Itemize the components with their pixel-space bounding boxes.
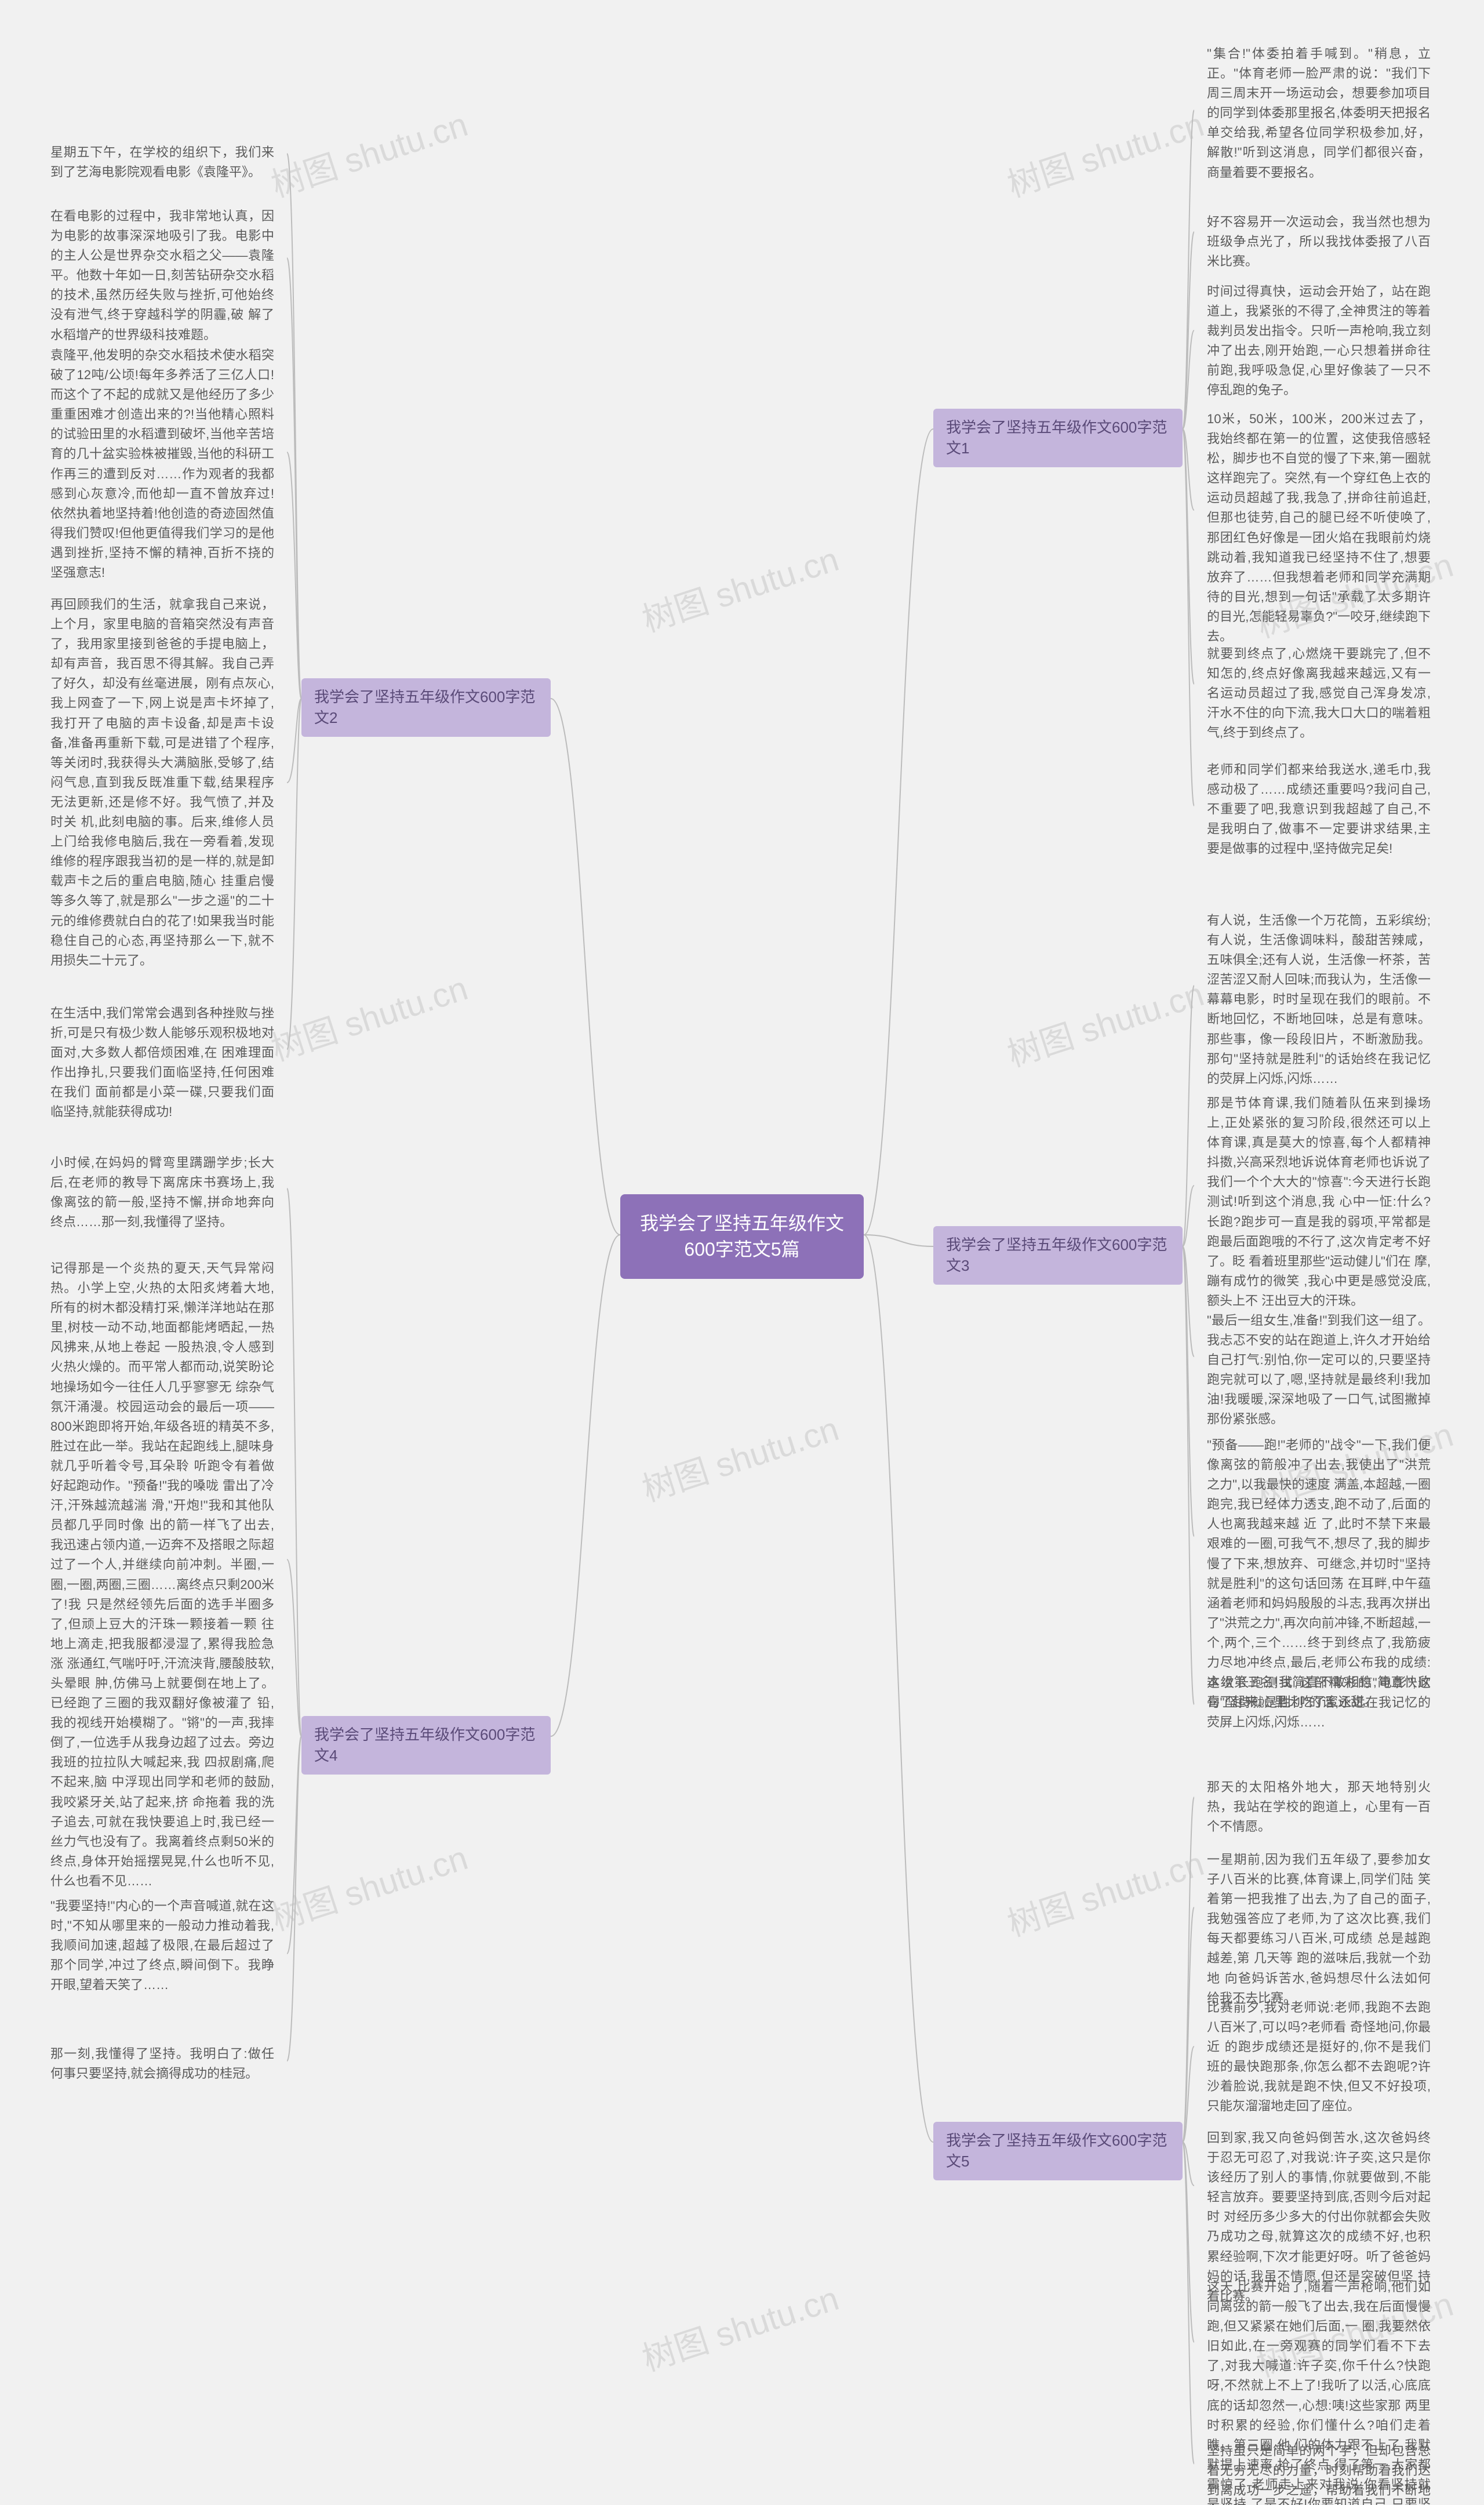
- root-node[interactable]: 我学会了坚持五年级作文600字范文5篇: [620, 1194, 864, 1279]
- branch-3-leaf-2: 那是节体育课,我们随着队伍来到操场上,正处紧张的复习阶段,很然还可以上体育课,真…: [1194, 1084, 1443, 1320]
- branch-1-leaf-2: 好不容易开一次运动会，我当然也想为班级争点光了，所以我找体委报了八百米比赛。: [1194, 203, 1443, 281]
- branch-1-leaf-4: 10米，50米，100米，200米过去了，我始终都在第一的位置，这使我倍感轻松，…: [1194, 400, 1443, 656]
- watermark: 树图 shutu.cn: [1001, 967, 1209, 1076]
- watermark: 树图 shutu.cn: [264, 1831, 473, 1940]
- branch-1-leaf-5: 就要到终点了,心燃烧干要跳完了,但不知怎的,终点好像离我越来越远,又有一名运动员…: [1194, 635, 1443, 752]
- branch-2-leaf-5: 在生活中,我们常常会遇到各种挫败与挫折,可是只有极少数人能够乐观积极地对面对,大…: [38, 994, 287, 1132]
- branch-4-leaf-4: 那一刻,我懂得了坚持。我明白了:做任何事只要坚持,就会摘得成功的桂冠。: [38, 2035, 287, 2093]
- branch-2-leaf-1: 星期五下午，在学校的组织下，我们来到了艺海电影院观看电影《袁隆平》。: [38, 133, 287, 191]
- branch-2[interactable]: 我学会了坚持五年级作文600字范文2: [301, 678, 551, 737]
- watermark: 树图 shutu.cn: [1001, 1837, 1209, 1946]
- watermark: 树图 shutu.cn: [264, 961, 473, 1070]
- branch-5-leaf-6: 坚持虽只是简单的两个字，但却包含总着无穷无尽的力量，时刻帮助着我们达到离成功一步…: [1194, 2432, 1443, 2505]
- watermark: 树图 shutu.cn: [1001, 97, 1209, 206]
- branch-2-leaf-4: 再回顾我们的生活，就拿我自己来说，上个月，家里电脑的音箱突然没有声音了，我用家里…: [38, 586, 287, 980]
- watermark: 树图 shutu.cn: [635, 1402, 844, 1511]
- branch-5-leaf-1: 那天的太阳格外地大，那天地特别火热，我站在学校的跑道上，心里有一百个不情愿。: [1194, 1768, 1443, 1846]
- branch-5[interactable]: 我学会了坚持五年级作文600字范文5: [933, 2122, 1183, 2180]
- branch-2-leaf-3: 袁隆平,他发明的杂交水稻技术使水稻突破了12吨/公顷!每年多养活了三亿人口!而这…: [38, 336, 287, 592]
- branch-3[interactable]: 我学会了坚持五年级作文600字范文3: [933, 1226, 1183, 1285]
- branch-4[interactable]: 我学会了坚持五年级作文600字范文4: [301, 1716, 551, 1775]
- branch-5-leaf-3: 比赛前夕,我对老师说:老师,我跑不去跑八百米了,可以吗?老师看 奇怪地问,你最近…: [1194, 1988, 1443, 2126]
- branch-3-leaf-3: "最后一组女生,准备!"到我们这一组了。我忐忑不安的站在跑道上,许久才开始给自己…: [1194, 1301, 1443, 1439]
- branch-2-leaf-2: 在看电影的过程中，我非常地认真，因为电影的故事深深地吸引了我。电影中的主人公是世…: [38, 197, 287, 354]
- branch-3-leaf-5: 这次长跑测试,这部精彩的"电影",这句"坚持就是胜利"的话,永远在我记忆的荧屏上…: [1194, 1664, 1443, 1741]
- branch-4-leaf-2: 记得那是一个炎热的夏天,天气异常闷热。小学上空,火热的太阳炙烤着大地,所有的树木…: [38, 1249, 287, 1900]
- watermark: 树图 shutu.cn: [635, 532, 844, 641]
- watermark: 树图 shutu.cn: [635, 2271, 844, 2380]
- branch-1-leaf-3: 时间过得真快，运动会开始了，站在跑道上，我紧张的不得了,全神贯注的等着裁判员发出…: [1194, 272, 1443, 410]
- branch-4-leaf-1: 小时候,在妈妈的臂弯里蹒跚学步;长大后,在老师的教导下离席床书赛场上,我像离弦的…: [38, 1144, 287, 1241]
- branch-3-leaf-1: 有人说，生活像一个万花筒，五彩缤纷;有人说，生活像调味料，酸甜苦辣咸，五味俱全;…: [1194, 901, 1443, 1098]
- branch-4-leaf-3: "我要坚持!"内心的一个声音喊道,就在这时,"不知从哪里来的一般动力推动着我,我…: [38, 1887, 287, 2004]
- branch-1-leaf-1: "集合!"体委拍着手喊到。"稍息，立正。"体育老师一脸严肃的说："我们下周三周末…: [1194, 35, 1443, 192]
- branch-1-leaf-6: 老师和同学们都来给我送水,递毛巾,我感动极了……成绩还重要吗?我问自己,不重要了…: [1194, 751, 1443, 868]
- watermark: 树图 shutu.cn: [264, 97, 473, 206]
- branch-1[interactable]: 我学会了坚持五年级作文600字范文1: [933, 409, 1183, 467]
